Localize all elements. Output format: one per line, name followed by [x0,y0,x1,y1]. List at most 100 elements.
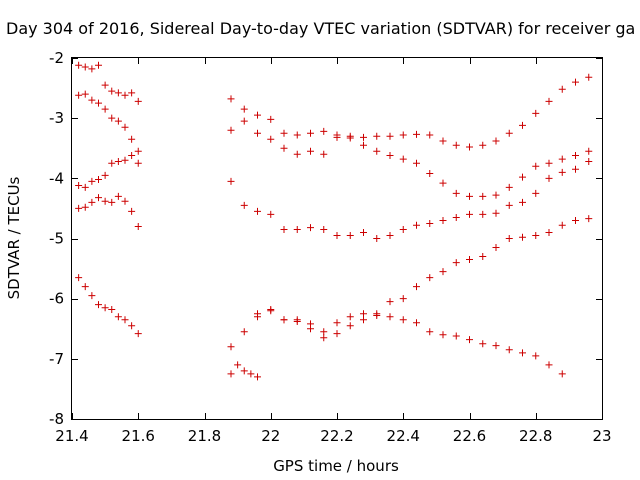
data-point [479,253,487,261]
data-point [519,349,526,357]
data-point [532,189,540,197]
data-point [293,316,301,324]
x-axis: 21.4 21.6 21.8 22 22.2 22.4 22.6 22.8 23 [55,58,612,445]
data-point [360,316,367,324]
data-point [558,221,566,229]
data-point [492,342,500,350]
data-point [88,198,96,206]
data-point [227,177,235,185]
data-point [452,259,460,267]
data-point [88,177,96,185]
data-point [373,235,381,242]
data-point [88,292,96,300]
data-point [572,165,579,173]
data-point [519,198,526,206]
series-track-4 [75,192,142,230]
data-point [426,274,434,282]
series-track-5 [75,274,142,338]
data-point [479,210,487,218]
data-point [240,105,248,113]
y-axis: -2 -3 -4 -5 -6 -7 -8 [49,49,602,428]
data-point [121,316,129,324]
data-point [439,268,447,276]
data-point [95,194,102,202]
data-point [267,135,275,143]
data-point [254,129,261,137]
data-point [452,213,460,221]
data-point [88,96,96,104]
data-point [108,87,116,95]
data-point [386,298,394,306]
data-point [505,201,513,209]
data-point [320,127,328,135]
data-point [572,216,579,224]
data-point [75,274,83,282]
data-point [333,330,341,338]
series-track-1 [75,61,142,105]
data-point [128,89,136,97]
y-tick-label: -4 [49,169,64,187]
data-point [466,336,473,344]
data-point [346,322,354,330]
data-point [426,131,434,139]
x-tick-label: 21.6 [122,427,155,445]
data-point [114,117,122,125]
data-point [240,328,248,336]
data-point [426,328,434,336]
series-track-2 [75,90,142,155]
data-point [386,313,394,321]
data-point [505,183,513,191]
data-point [373,132,381,140]
data-point [293,131,301,139]
data-point [492,244,500,252]
data-point [227,95,235,103]
data-point [479,192,487,200]
y-tick-label: -3 [49,109,64,127]
data-point [479,141,487,149]
data-point [572,151,579,159]
x-tick-label: 22 [261,427,280,445]
data-point [114,157,122,165]
data-point [426,170,434,178]
x-tick-label: 21.8 [188,427,221,445]
data-point [75,182,83,190]
data-point [280,129,288,137]
data-point [452,141,460,149]
data-point [426,219,434,227]
data-point [466,256,473,264]
data-point [558,85,566,93]
y-axis-label: SDTVAR / TECUs [5,176,23,299]
data-point [121,123,129,131]
data-point [545,97,553,105]
x-tick-label: 21.4 [55,427,88,445]
data-point [227,126,235,134]
series-track-11 [254,305,566,378]
data-point [346,313,354,321]
data-point [128,207,136,215]
data-point [492,209,500,217]
data-point [95,61,102,69]
data-point [519,233,526,241]
data-point [333,133,341,141]
plot-frame [71,57,603,420]
data-point [346,132,354,140]
series-track-3 [75,151,142,191]
data-point [101,197,109,205]
x-axis-label: GPS time / hours [273,457,399,475]
data-point [307,224,314,232]
data-point [532,162,540,170]
data-point [558,370,566,378]
data-point [413,221,420,229]
data-point [492,191,500,199]
data-point [108,114,116,122]
data-point [360,228,367,236]
data-point [88,65,96,73]
data-point [413,319,420,327]
data-point [101,304,109,312]
data-point [479,340,487,348]
data-point [466,192,473,200]
data-point [280,316,288,324]
data-point [532,109,540,117]
data-point [413,283,420,291]
